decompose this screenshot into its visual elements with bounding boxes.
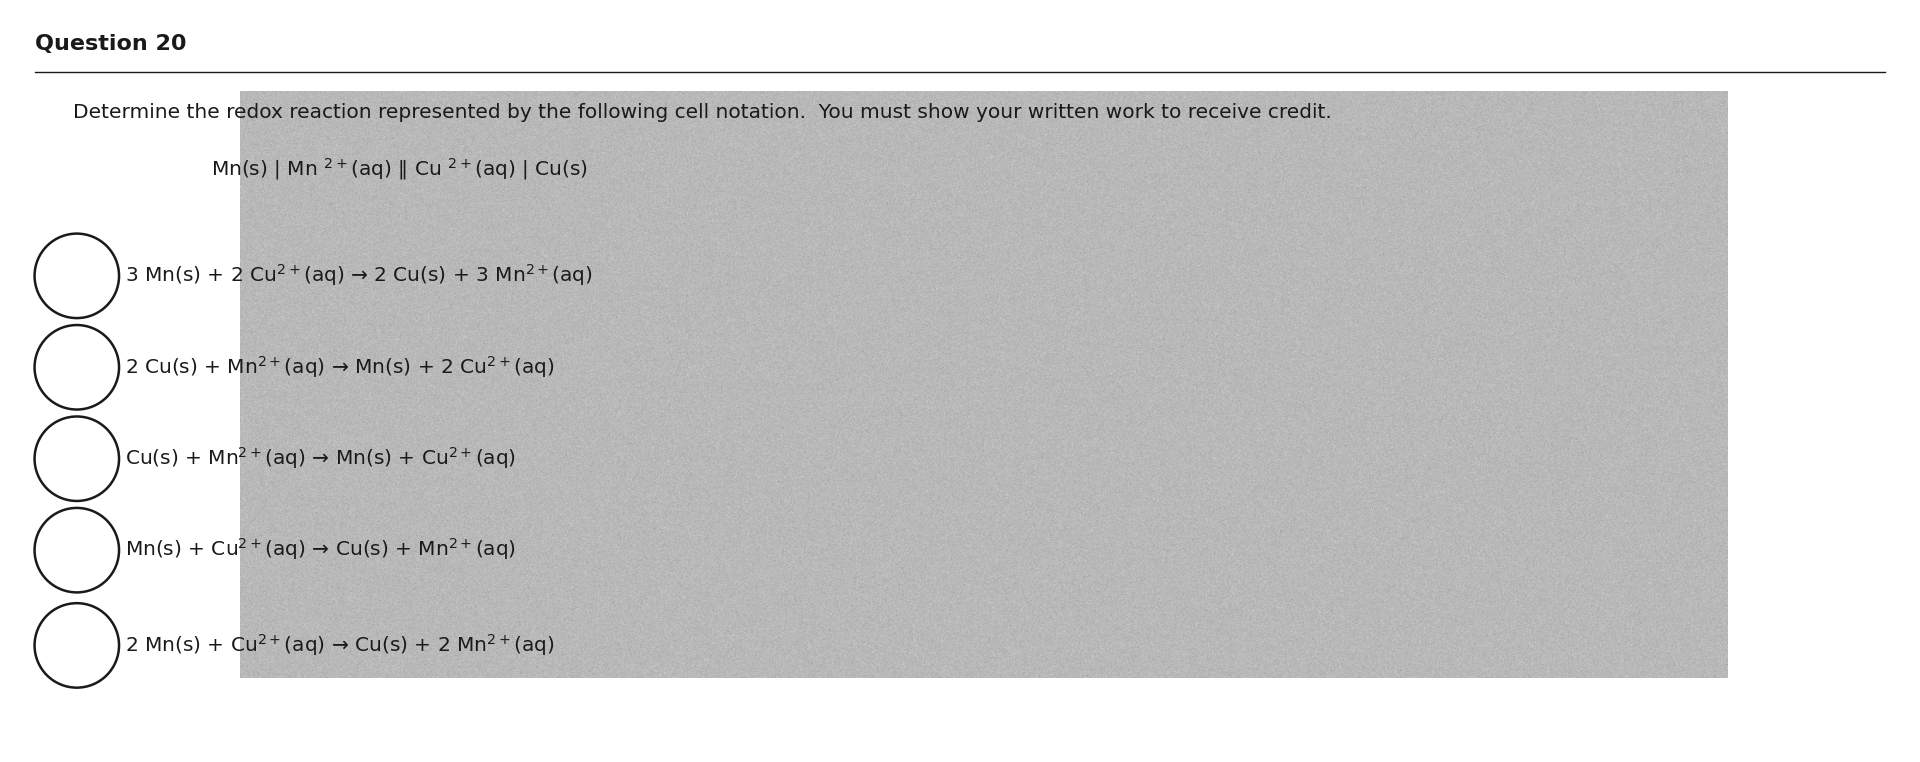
Text: Question 20: Question 20 [35,34,186,54]
Text: Mn(s) $|$ Mn $^{2+}$(aq) $\|$ Cu $^{2+}$(aq) $|$ Cu(s): Mn(s) $|$ Mn $^{2+}$(aq) $\|$ Cu $^{2+}$… [211,156,588,182]
Text: Cu(s) + Mn$^{2+}$(aq) → Mn(s) + Cu$^{2+}$(aq): Cu(s) + Mn$^{2+}$(aq) → Mn(s) + Cu$^{2+}… [125,445,516,471]
Text: 2 Cu(s) + Mn$^{2+}$(aq) → Mn(s) + 2 Cu$^{2+}$(aq): 2 Cu(s) + Mn$^{2+}$(aq) → Mn(s) + 2 Cu$^… [125,354,555,379]
Text: 3 Mn(s) + 2 Cu$^{2+}$(aq) → 2 Cu(s) + 3 Mn$^{2+}$(aq): 3 Mn(s) + 2 Cu$^{2+}$(aq) → 2 Cu(s) + 3 … [125,262,593,288]
Text: Mn(s) + Cu$^{2+}$(aq) → Cu(s) + Mn$^{2+}$(aq): Mn(s) + Cu$^{2+}$(aq) → Cu(s) + Mn$^{2+}… [125,536,516,562]
Text: 2 Mn(s) + Cu$^{2+}$(aq) → Cu(s) + 2 Mn$^{2+}$(aq): 2 Mn(s) + Cu$^{2+}$(aq) → Cu(s) + 2 Mn$^… [125,632,555,658]
Text: Determine the redox reaction represented by the following cell notation.  You mu: Determine the redox reaction represented… [73,103,1332,122]
